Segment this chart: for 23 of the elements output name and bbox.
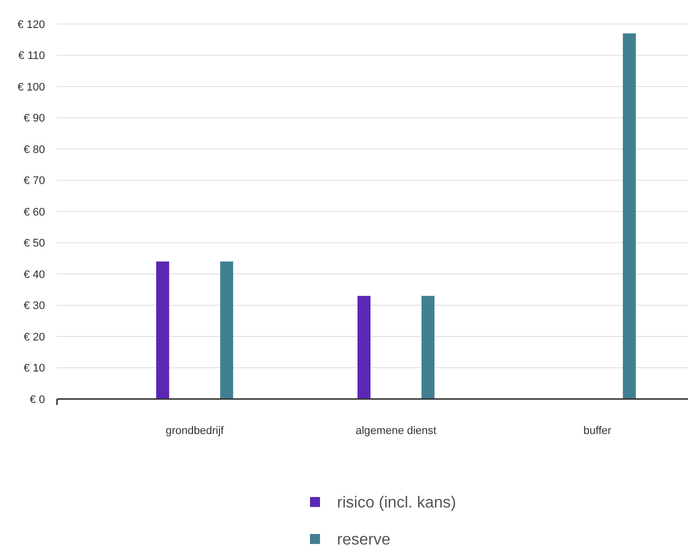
bar (422, 296, 434, 399)
y-tick-label: € 100 (17, 81, 45, 94)
y-tick-label: € 110 (18, 50, 45, 62)
y-tick-label: € 20 (24, 331, 45, 344)
x-tick-label: grondbedrijf (166, 425, 225, 437)
y-tick-label: € 40 (24, 268, 45, 281)
y-tick-label: € 90 (24, 112, 45, 125)
bar (358, 296, 370, 399)
bar (156, 262, 170, 399)
y-tick-label: € 80 (24, 144, 45, 156)
y-tick-label: € 120 (17, 18, 45, 31)
bar (220, 262, 234, 399)
y-tick-label: € 70 (24, 175, 45, 188)
y-tick-label: € 50 (24, 238, 45, 250)
y-tick-label: € 0 (30, 394, 45, 406)
y-tick-label: € 60 (24, 206, 45, 218)
y-tick-label: € 10 (24, 362, 45, 375)
bar (622, 33, 636, 399)
x-tick-label: algemene dienst (356, 425, 436, 437)
y-tick-label: € 30 (24, 300, 45, 312)
x-tick-label: buffer (583, 425, 612, 437)
legend-label: reserve (337, 532, 390, 547)
legend-label: risico (incl. kans) (337, 494, 456, 512)
